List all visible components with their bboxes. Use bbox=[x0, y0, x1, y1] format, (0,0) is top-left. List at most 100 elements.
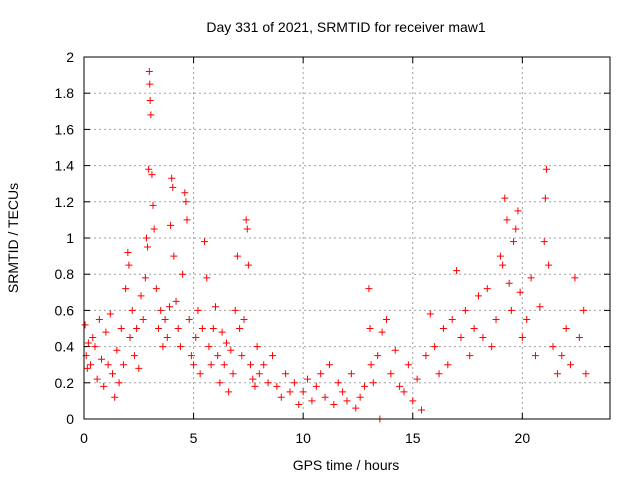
data-point bbox=[150, 225, 158, 233]
data-point bbox=[242, 216, 250, 224]
data-point bbox=[145, 67, 153, 75]
data-point bbox=[176, 343, 184, 351]
data-point bbox=[580, 306, 588, 314]
data-point bbox=[227, 346, 235, 354]
data-point bbox=[352, 404, 360, 412]
data-point bbox=[182, 198, 190, 206]
data-point bbox=[187, 352, 195, 360]
data-point bbox=[214, 352, 222, 360]
data-point bbox=[225, 388, 233, 396]
data-point bbox=[185, 315, 193, 323]
data-point bbox=[168, 174, 176, 182]
data-point bbox=[475, 292, 482, 300]
data-point bbox=[527, 274, 535, 282]
data-point bbox=[260, 361, 268, 369]
data-point bbox=[571, 274, 579, 282]
data-point bbox=[111, 393, 119, 401]
data-point bbox=[179, 270, 187, 278]
data-point bbox=[413, 375, 421, 383]
data-point bbox=[124, 248, 132, 256]
data-point bbox=[317, 370, 325, 378]
data-point bbox=[367, 361, 375, 369]
data-point bbox=[152, 285, 160, 293]
data-point bbox=[286, 388, 294, 396]
data-point bbox=[141, 274, 149, 282]
data-point bbox=[304, 375, 312, 383]
data-point bbox=[181, 189, 189, 197]
data-point bbox=[553, 370, 561, 378]
data-point bbox=[488, 343, 496, 351]
axis-ticks: 0 5 10 15 20 0 0.2 0.4 0.6 0.8 1 1.2 1.4 1.6 1.8 2 bbox=[55, 49, 610, 446]
data-point bbox=[144, 243, 152, 251]
data-point bbox=[87, 361, 95, 369]
data-point bbox=[216, 379, 224, 387]
data-point bbox=[247, 361, 255, 369]
data-point bbox=[426, 310, 434, 318]
data-point bbox=[229, 370, 237, 378]
data-point bbox=[277, 393, 285, 401]
data-point bbox=[400, 388, 408, 396]
data-point bbox=[378, 328, 386, 336]
y-tick-label: 1.6 bbox=[55, 121, 75, 137]
data-point bbox=[369, 379, 377, 387]
data-point bbox=[201, 238, 209, 246]
data-point bbox=[366, 325, 374, 332]
data-point bbox=[238, 352, 246, 360]
data-points bbox=[81, 67, 590, 423]
data-point bbox=[155, 325, 163, 332]
data-point bbox=[536, 303, 544, 311]
y-tick-label: 1.4 bbox=[55, 158, 75, 174]
plot-frame bbox=[83, 56, 611, 420]
grid bbox=[84, 57, 610, 419]
data-point bbox=[194, 306, 202, 314]
data-point bbox=[251, 382, 259, 390]
data-point bbox=[212, 303, 219, 311]
data-point bbox=[106, 310, 114, 318]
data-point bbox=[516, 288, 524, 296]
data-point bbox=[264, 379, 272, 387]
data-point bbox=[137, 292, 145, 300]
data-point bbox=[172, 297, 180, 305]
data-point bbox=[244, 261, 252, 269]
data-point bbox=[133, 325, 141, 332]
data-point bbox=[461, 306, 469, 314]
data-point bbox=[448, 315, 456, 323]
data-point bbox=[149, 201, 157, 209]
data-point bbox=[396, 382, 404, 390]
data-point bbox=[334, 379, 342, 387]
data-point bbox=[361, 382, 369, 390]
y-tick-label: 2 bbox=[66, 49, 74, 65]
data-point bbox=[347, 370, 355, 378]
data-point bbox=[255, 370, 263, 378]
data-point bbox=[339, 388, 347, 396]
data-point bbox=[496, 252, 504, 260]
data-point bbox=[382, 315, 390, 323]
x-tick-label: 0 bbox=[80, 430, 88, 446]
data-point bbox=[479, 334, 487, 342]
data-point bbox=[540, 238, 548, 246]
data-point bbox=[183, 216, 191, 224]
data-point bbox=[236, 325, 244, 332]
data-point bbox=[113, 346, 121, 354]
x-tick-label: 10 bbox=[295, 430, 311, 446]
data-point bbox=[198, 325, 206, 332]
data-point bbox=[119, 361, 127, 369]
data-point bbox=[167, 221, 175, 229]
data-point bbox=[91, 343, 99, 351]
data-point bbox=[439, 325, 447, 332]
data-point bbox=[549, 343, 557, 351]
data-point bbox=[290, 379, 298, 387]
data-point bbox=[126, 334, 134, 342]
data-point bbox=[240, 315, 248, 323]
data-point bbox=[507, 306, 515, 314]
y-tick-label: 1.8 bbox=[55, 85, 75, 101]
data-point bbox=[321, 393, 329, 401]
data-point bbox=[243, 225, 251, 233]
data-point bbox=[100, 382, 108, 390]
data-point bbox=[93, 375, 101, 383]
y-tick-label: 0.6 bbox=[55, 302, 75, 318]
data-point bbox=[170, 252, 178, 260]
data-point bbox=[483, 285, 491, 293]
data-point bbox=[146, 96, 154, 104]
